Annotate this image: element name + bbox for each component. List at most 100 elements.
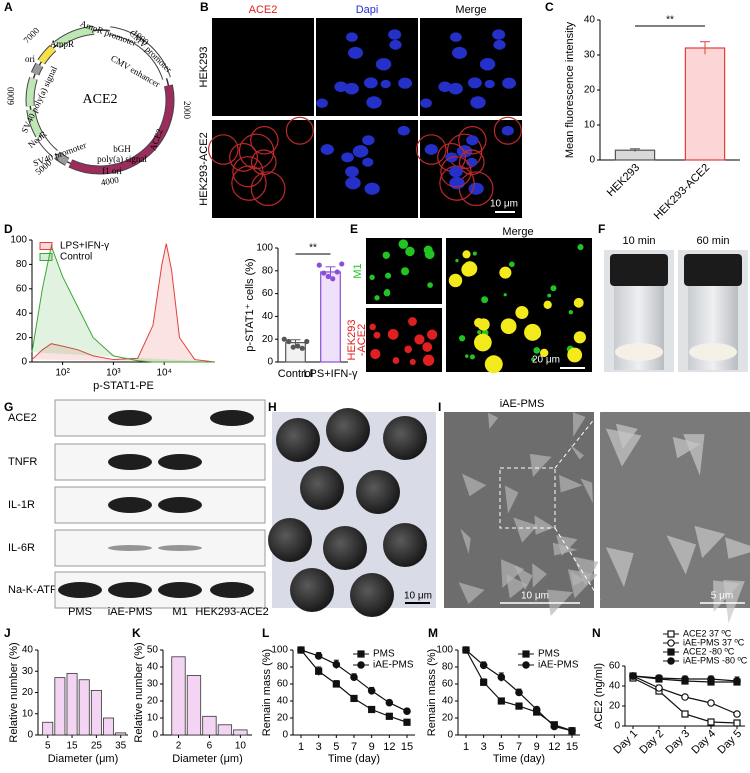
x-axis-label: Diameter (μm)	[48, 753, 119, 765]
blot-column-label: iAE-PMS	[108, 606, 153, 618]
column-header: ACE2	[249, 4, 278, 16]
nucleus	[502, 77, 517, 89]
panel-label: E	[350, 222, 358, 236]
data-marker	[314, 652, 323, 660]
vial-cap	[610, 254, 668, 286]
microsphere	[350, 573, 394, 617]
nucleus	[467, 77, 482, 89]
nucleus	[375, 58, 392, 71]
y-tick-label: 30	[584, 50, 596, 61]
histogram-bar	[202, 715, 217, 736]
merged-cell	[500, 318, 517, 335]
data-marker	[707, 699, 715, 707]
data-marker	[497, 673, 506, 682]
data-point	[325, 273, 331, 280]
x-tick-label: HEK293-ACE2	[652, 162, 712, 222]
nucleus	[448, 82, 463, 95]
sem-flake	[725, 537, 750, 559]
nucleus	[438, 81, 452, 93]
data-point	[281, 336, 287, 342]
cell-membrane	[446, 133, 483, 170]
plasmid-feature	[109, 27, 148, 50]
legend-label: iAE-PMS	[538, 660, 579, 671]
blot-row-label: TNFR	[8, 456, 37, 468]
blot-band	[158, 497, 202, 513]
hek-cell	[387, 328, 399, 340]
y-tick-label: 0	[267, 357, 273, 368]
hek-cell	[414, 334, 425, 345]
sem-flake	[571, 571, 585, 586]
y-tick-label: 40	[147, 662, 159, 673]
merged-cell	[543, 300, 552, 309]
merged-cell	[509, 261, 515, 268]
nucleus	[466, 135, 479, 146]
blot-band	[158, 545, 202, 551]
image-label: Merge	[502, 226, 533, 238]
y-tick-label: 60	[262, 288, 274, 299]
y-tick-label: 80	[16, 259, 28, 270]
nucleus	[362, 157, 374, 167]
data-marker	[403, 718, 411, 726]
nucleus	[380, 79, 391, 89]
zoom-line	[554, 411, 601, 469]
data-point	[321, 270, 327, 276]
histogram-bar	[186, 675, 202, 736]
blot-row-label: IL-1R	[8, 499, 35, 511]
legend-label: iAE-PMS -80 ºC	[683, 655, 748, 665]
histogram-bar	[217, 724, 233, 736]
data-marker	[462, 646, 470, 654]
photo-label: 10 min	[622, 235, 655, 247]
hek-cell	[408, 317, 417, 326]
nucleus	[388, 29, 402, 40]
panel-label: M	[428, 626, 438, 640]
blot-row-label: ACE2	[8, 412, 37, 424]
scale-label: 20 μm	[532, 355, 560, 366]
m1-cell	[374, 295, 380, 301]
histogram-bar	[54, 677, 66, 736]
merged-cell	[539, 348, 549, 358]
histogram-bar	[171, 656, 186, 736]
sem-flake	[573, 556, 599, 586]
legend-label: LPS+IFN-γ	[60, 241, 109, 252]
plasmid-feature	[68, 84, 174, 174]
y-tick-label: 40	[277, 696, 289, 707]
y-tick-label: 20	[147, 696, 159, 707]
histogram-bar	[103, 717, 115, 736]
nucleus	[470, 96, 486, 109]
nucleus	[424, 144, 438, 155]
y-axis-label: Mean fluorescence intensity	[564, 21, 576, 158]
nucleus	[449, 176, 465, 190]
nucleus	[364, 182, 380, 195]
data-marker	[655, 684, 663, 692]
nucleus	[362, 135, 375, 146]
y-tick-label: 10	[584, 120, 596, 131]
plasmid-position: 6000	[6, 87, 16, 106]
cell-membrane	[440, 156, 472, 188]
image-label: HEK293	[346, 320, 358, 361]
blot-band	[108, 497, 152, 513]
nucleus	[347, 46, 364, 59]
cell-membrane	[231, 165, 267, 201]
x-tick-label: 10³	[106, 368, 121, 379]
x-axis-label: p-STAT1-PE	[93, 380, 154, 392]
hek-cell	[392, 357, 400, 364]
data-point	[295, 343, 301, 349]
legend-label: Control	[60, 252, 92, 263]
plasmid-feature-label: poly(a) signal	[97, 154, 147, 164]
nucleus	[484, 79, 495, 89]
histogram-curve	[31, 244, 215, 363]
legend-marker	[667, 657, 675, 665]
m1-cell	[405, 246, 415, 257]
data-marker	[368, 705, 376, 714]
sem-flake	[532, 563, 547, 588]
merged-cell	[577, 244, 584, 251]
x-tick-label: 15	[566, 741, 578, 753]
nucleus	[501, 125, 514, 136]
sem-flake	[529, 453, 552, 477]
merged-cell	[458, 335, 466, 342]
x-tick-label: 15	[401, 741, 413, 753]
nucleus	[493, 39, 506, 50]
histogram-bar	[66, 672, 78, 736]
legend-label: ACE2 -80 ºC	[683, 646, 735, 656]
panel-label: N	[592, 626, 601, 640]
